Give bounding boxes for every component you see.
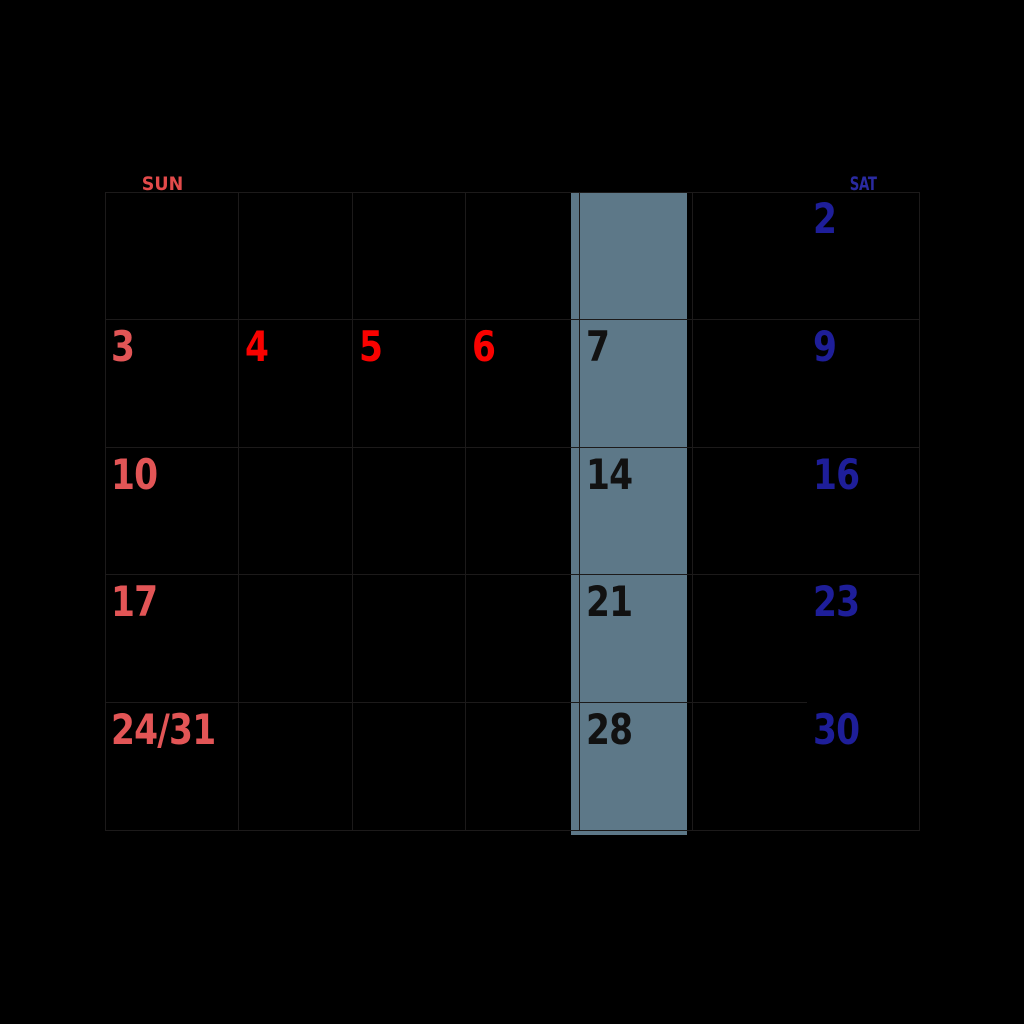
day-number: 6: [472, 321, 496, 371]
day-cell: [239, 575, 353, 704]
highlighted-column: [570, 192, 688, 835]
day-cell: [105, 192, 240, 320]
day-cell: [693, 320, 807, 448]
day-cell: [239, 703, 353, 831]
day-cell: 4: [239, 319, 353, 448]
day-number: 4: [245, 321, 269, 371]
day-number: 24/31: [111, 705, 216, 755]
day-cell: 6: [466, 319, 580, 448]
day-cell: [693, 448, 807, 576]
day-cell: 16: [806, 447, 920, 576]
day-cell: 10: [105, 447, 240, 576]
day-cell: [353, 703, 467, 831]
day-cell: 14: [579, 447, 694, 576]
day-number: 3: [111, 321, 135, 371]
day-number: 9: [812, 321, 837, 371]
day-number: 16: [812, 449, 860, 499]
day-cell: [466, 192, 580, 320]
weekday-header-sunday-label: SUN: [142, 173, 184, 195]
day-cell: [352, 575, 467, 704]
day-number: 5: [358, 321, 383, 371]
day-cell: [693, 192, 807, 320]
day-cell: 3: [105, 319, 240, 448]
day-cell: 23: [807, 575, 920, 704]
weekday-header-saturday-label: SAT: [849, 173, 877, 195]
day-cell: 21: [579, 575, 694, 704]
day-number: 30: [812, 705, 860, 755]
day-cell: [466, 447, 580, 576]
day-cell: [352, 192, 467, 320]
day-cell: 30: [807, 703, 920, 831]
day-cell: [693, 703, 806, 831]
day-number: 10: [111, 449, 158, 499]
calendar-grid: 2 3 4 5 6 7 9 10 14 16 17 21 23 24/31 28…: [105, 192, 920, 835]
day-cell: 5: [352, 319, 467, 448]
day-cell: [693, 575, 807, 704]
day-number: 28: [585, 705, 633, 755]
day-cell: 24/31: [105, 703, 240, 831]
day-number: 7: [585, 321, 610, 371]
day-cell: 28: [580, 703, 694, 831]
weekday-header-saturday: SAT: [803, 175, 923, 194]
day-cell: 2: [806, 192, 920, 320]
day-cell: [352, 447, 467, 576]
day-cell: 9: [806, 319, 920, 448]
day-number: 2: [812, 194, 837, 243]
day-cell: [466, 575, 580, 704]
day-number: 23: [812, 577, 860, 627]
day-cell: [466, 703, 580, 831]
weekday-header-sunday: SUN: [103, 175, 223, 194]
day-cell: [239, 447, 353, 576]
day-cell: 7: [579, 319, 694, 448]
day-number: 14: [585, 449, 633, 499]
day-cell: 17: [105, 575, 240, 704]
day-number: 21: [585, 577, 633, 627]
day-cell: [239, 192, 353, 320]
day-cell: [579, 192, 694, 320]
day-number: 17: [111, 577, 158, 627]
